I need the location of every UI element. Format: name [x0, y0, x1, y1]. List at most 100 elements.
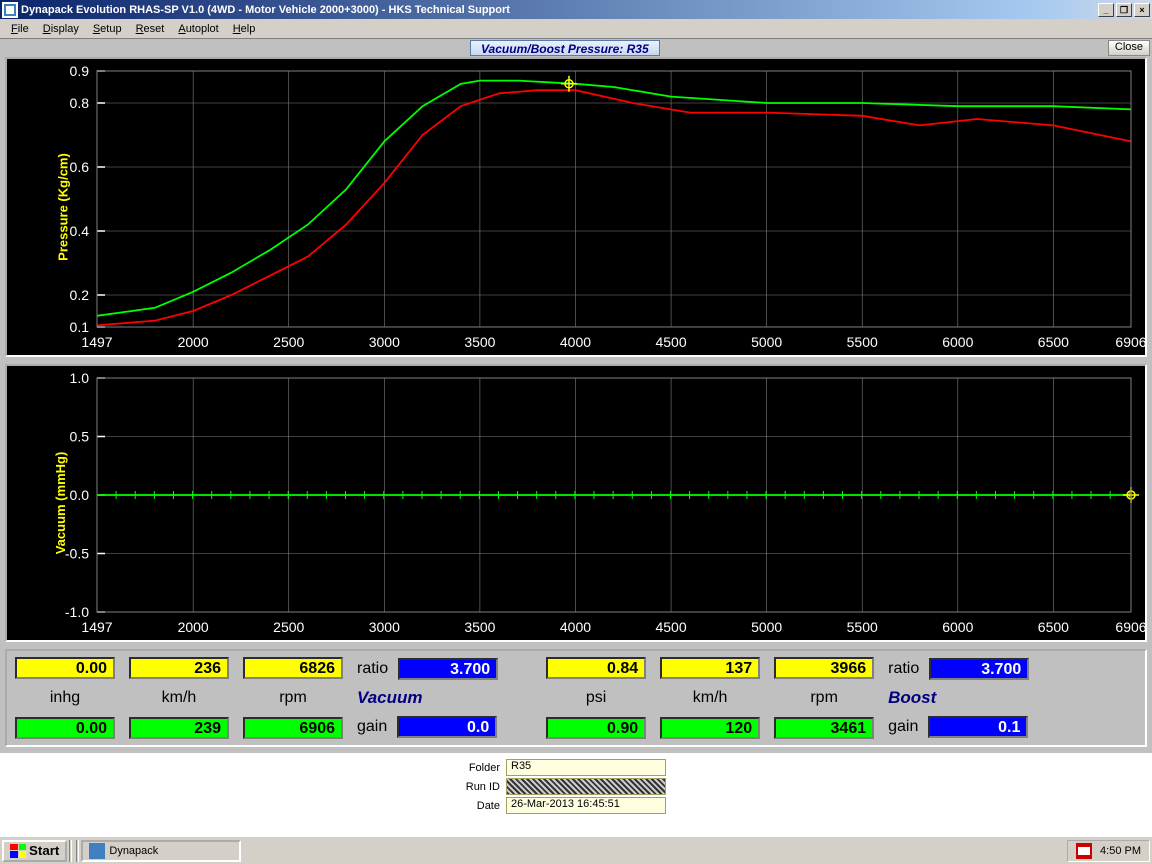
boost-col-psi: 0.84 psi 0.90	[546, 657, 646, 739]
svg-text:5500: 5500	[847, 619, 878, 635]
svg-text:2500: 2500	[273, 619, 304, 635]
svg-text:4500: 4500	[655, 619, 686, 635]
boost-psi-label: psi	[586, 686, 606, 710]
svg-text:0.6: 0.6	[70, 159, 90, 175]
svg-text:0.8: 0.8	[70, 95, 90, 111]
vac-inhg-live: 0.00	[15, 717, 115, 739]
vac-rpm-peak: 6826	[243, 657, 343, 679]
close-window-button[interactable]: ×	[1134, 3, 1150, 17]
folder-field[interactable]: R35	[506, 759, 666, 776]
svg-text:0.0: 0.0	[70, 487, 90, 503]
boost-kmh-peak: 137	[660, 657, 760, 679]
svg-text:4000: 4000	[560, 334, 591, 350]
vacuum-chart: 1497200025003000350040004500500055006000…	[5, 364, 1147, 642]
svg-text:0.5: 0.5	[70, 429, 90, 445]
windows-flag-icon	[10, 844, 26, 858]
menu-help[interactable]: Help	[226, 21, 263, 37]
svg-text:0.9: 0.9	[70, 63, 90, 79]
svg-text:6500: 6500	[1038, 619, 1069, 635]
minimize-button[interactable]: _	[1098, 3, 1114, 17]
menu-display[interactable]: Display	[36, 21, 86, 37]
titlebar: Dynapack Evolution RHAS-SP V1.0 (4WD - M…	[0, 0, 1152, 19]
svg-text:3500: 3500	[464, 619, 495, 635]
app-task-icon	[89, 843, 105, 859]
content-area: Vacuum/Boost Pressure: R35 Close 1497 200…	[0, 39, 1152, 836]
svg-text:6906: 6906	[1115, 619, 1145, 635]
boost-gain-label: gain	[888, 715, 918, 739]
svg-text:-0.5: -0.5	[65, 546, 89, 562]
vac-col-rpm: 6826 rpm 6906	[243, 657, 343, 739]
svg-text:6000: 6000	[942, 619, 973, 635]
vac-gain-label: gain	[357, 715, 387, 739]
svg-text:3000: 3000	[369, 619, 400, 635]
boost-title: Boost	[888, 688, 1029, 708]
runid-label: Run ID	[450, 781, 500, 793]
vac-kmh-peak: 236	[129, 657, 229, 679]
vac-kmh-label: km/h	[162, 686, 197, 710]
date-label: Date	[450, 800, 500, 812]
run-info-form: Folder R35 Run ID Date 26-Mar-2013 16:45:5…	[0, 753, 666, 836]
svg-text:6000: 6000	[942, 334, 973, 350]
app-icon	[2, 2, 18, 18]
chart1-ylabel: Pressure (Kg/cm)	[55, 153, 70, 261]
menu-reset[interactable]: Reset	[129, 21, 172, 37]
boost-kmh-label: km/h	[693, 686, 728, 710]
svg-text:-1.0: -1.0	[65, 604, 89, 620]
chart-title: Vacuum/Boost Pressure: R35	[470, 40, 660, 56]
svg-text:1.0: 1.0	[70, 370, 90, 386]
svg-text:1497: 1497	[81, 619, 112, 635]
tray-clock: 4:50 PM	[1100, 845, 1141, 857]
vac-inhg-label: inhg	[50, 686, 80, 710]
vac-ratio-label: ratio	[357, 657, 388, 681]
svg-text:4500: 4500	[655, 334, 686, 350]
vac-rpm-label: rpm	[279, 686, 307, 710]
window-title: Dynapack Evolution RHAS-SP V1.0 (4WD - M…	[21, 4, 1096, 16]
maximize-button[interactable]: ❐	[1116, 3, 1132, 17]
boost-ratio-label: ratio	[888, 657, 919, 681]
boost-ratio-value: 3.700	[929, 658, 1029, 680]
menu-autoplot[interactable]: Autoplot	[171, 21, 225, 37]
boost-kmh-live: 120	[660, 717, 760, 739]
runid-field[interactable]	[506, 778, 666, 795]
boost-rpm-peak: 3966	[774, 657, 874, 679]
svg-text:0.1: 0.1	[70, 319, 90, 335]
boost-ratio-group: ratio 3.700 Boost gain 0.1	[888, 657, 1029, 739]
chart2-ylabel: Vacuum (mmHg)	[53, 452, 68, 555]
vacuum-title: Vacuum	[357, 688, 498, 708]
boost-col-kmh: 137 km/h 120	[660, 657, 760, 739]
taskbar: Start Dynapack 4:50 PM	[0, 836, 1152, 864]
system-tray: 4:50 PM	[1067, 840, 1150, 862]
vac-gain-value: 0.0	[397, 716, 497, 738]
boost-rpm-live: 3461	[774, 717, 874, 739]
svg-text:3500: 3500	[464, 334, 495, 350]
svg-text:5000: 5000	[751, 619, 782, 635]
svg-text:2000: 2000	[178, 334, 209, 350]
svg-text:6906: 6906	[1115, 334, 1145, 350]
taskbar-app-dynapack[interactable]: Dynapack	[81, 840, 241, 862]
menu-setup[interactable]: Setup	[86, 21, 129, 37]
menubar: File Display Setup Reset Autoplot Help	[0, 19, 1152, 39]
boost-gain-value: 0.1	[928, 716, 1028, 738]
vac-ratio-value: 3.700	[398, 658, 498, 680]
svg-text:1497: 1497	[81, 334, 112, 350]
tray-icon-1[interactable]	[1076, 843, 1092, 859]
menu-file[interactable]: File	[4, 21, 36, 37]
boost-rpm-label: rpm	[810, 686, 838, 710]
svg-text:3000: 3000	[369, 334, 400, 350]
svg-text:0.2: 0.2	[70, 287, 90, 303]
start-button[interactable]: Start	[2, 840, 67, 862]
svg-text:5500: 5500	[847, 334, 878, 350]
folder-label: Folder	[450, 762, 500, 774]
svg-text:5000: 5000	[751, 334, 782, 350]
boost-psi-live: 0.90	[546, 717, 646, 739]
vac-col-kmh: 236 km/h 239	[129, 657, 229, 739]
vac-kmh-live: 239	[129, 717, 229, 739]
vac-col-inhg: 0.00 inhg 0.00	[15, 657, 115, 739]
close-panel-button[interactable]: Close	[1108, 40, 1150, 56]
vac-rpm-live: 6906	[243, 717, 343, 739]
svg-text:0.4: 0.4	[70, 223, 90, 239]
boost-psi-peak: 0.84	[546, 657, 646, 679]
svg-text:4000: 4000	[560, 619, 591, 635]
date-field[interactable]: 26-Mar-2013 16:45:51	[506, 797, 666, 814]
boost-col-rpm: 3966 rpm 3461	[774, 657, 874, 739]
